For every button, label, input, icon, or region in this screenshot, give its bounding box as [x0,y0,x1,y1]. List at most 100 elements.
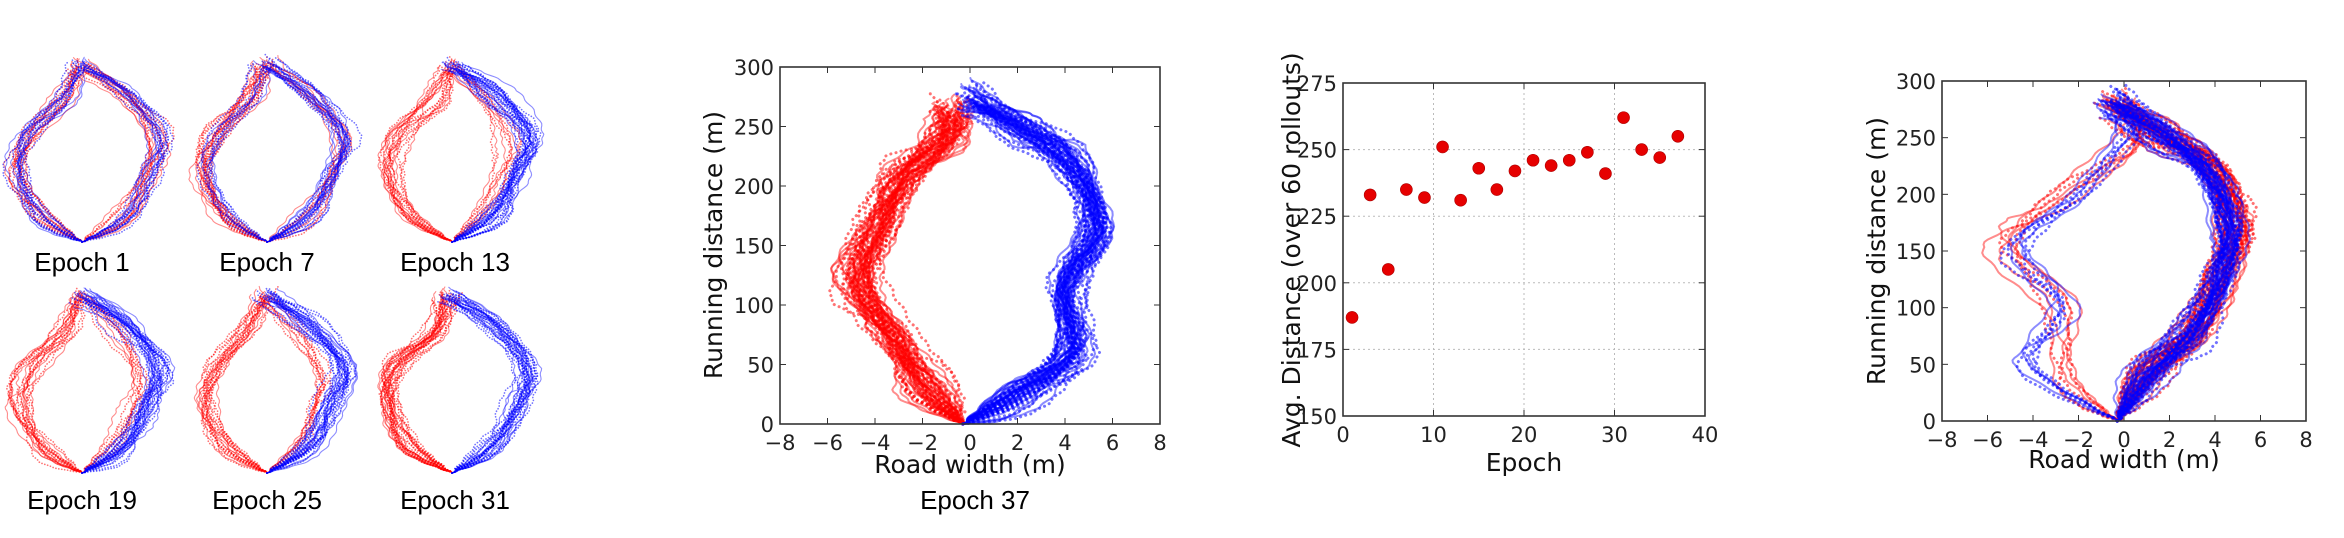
trajectory-line [2110,106,2237,422]
trajectory-line [256,289,343,474]
trajectory-line [382,293,453,474]
scatter-point [1381,263,1395,276]
trajectory-line [2022,100,2132,423]
y-tick-label: 0 [761,413,774,437]
trajectory-line [256,293,338,474]
trajectory-line [266,295,344,474]
caption-epoch-7: Epoch 7 [219,247,314,277]
trajectory-line [205,64,274,243]
caption-epoch-25: Epoch 25 [212,485,322,515]
trajectory-line [386,297,453,474]
trajectory-line [81,61,163,243]
x-tick-label: 4 [2208,428,2221,452]
trajectory-line [7,65,83,243]
trajectory-line [81,287,155,474]
trajectory-line [266,291,341,474]
trajectory-line [265,67,345,243]
trajectory-line [382,65,461,243]
trajectory-line [862,120,974,425]
scatter-point [1436,140,1449,154]
trajectory-line [72,290,164,474]
x-tick-label: 6 [2254,428,2267,452]
trajectory-line [15,296,84,474]
trajectory-line [81,302,161,474]
trajectory-line [261,303,324,474]
y-tick-label: 150 [1896,240,1936,264]
trajectory-line [381,65,453,243]
trajectory-line [447,70,540,243]
x-tick-label: 2 [2163,428,2176,452]
trajectory-line [394,302,454,474]
y-tick-label: 100 [734,294,774,318]
trajectory-line [81,298,171,474]
trajectory-line [443,67,500,243]
trajectory-line [386,69,453,243]
trajectory-line [451,67,522,243]
trajectory-line [386,63,455,243]
trajectory-line [2113,103,2235,422]
scatter-point [1345,311,1359,324]
trajectory-line [827,114,966,426]
trajectory-line [861,111,966,425]
trajectory-line [72,62,170,243]
trajectory-line [441,69,514,243]
trajectory-line [19,62,83,243]
y-tick-label: 100 [1896,297,1936,321]
trajectory-line [81,69,157,243]
trajectory-line [264,298,345,474]
trajectory-line [8,286,84,474]
trajectory-line [394,60,453,243]
trajectory-line [444,64,524,243]
trajectory-line [451,60,539,243]
trajectory-line [265,64,353,243]
trajectory-line [390,294,453,474]
trajectory-line [204,294,274,474]
trajectory-line [451,61,532,243]
trajectory-line [1,62,83,243]
x-tick-label: 6 [1106,431,1119,455]
trajectory-line [260,64,342,243]
trajectory-line [77,293,161,474]
trajectory-line [25,296,85,474]
trajectory-line [201,65,268,243]
trajectory-line [377,67,453,243]
trajectory-line [266,288,357,474]
trajectory-line [383,68,454,243]
x-tick-label: 2 [1011,431,1024,455]
x-tick-label: −6 [1972,428,2003,452]
trajectory-line [387,64,453,243]
caption-epoch-19: Epoch 19 [27,485,137,515]
trajectory-line [204,285,279,474]
trajectory-line [961,104,1106,425]
trajectory-line [445,293,517,474]
x-tick-label: −2 [907,431,938,455]
trajectory-line [266,294,319,474]
trajectory-line [73,306,148,474]
trajectory-line [81,295,159,474]
trajectory-line [960,83,1090,425]
trajectory-line [451,60,528,243]
trajectory-line [2114,89,2243,423]
trajectory-line [442,61,527,243]
scatter-point [1581,145,1594,159]
trajectory-line [70,296,170,474]
trajectory-line [2107,82,2239,423]
trajectory-line [4,66,84,243]
trajectory-line [851,103,966,425]
trajectory-line [2018,101,2119,422]
trajectory-line [81,67,164,243]
trajectory-line [961,113,1109,426]
trajectory-line [451,71,533,243]
epoch-thumbnails: Epoch 1 Epoch 7 Epoch 13 Epoch 19 Epoch … [1,52,545,515]
trajectory-line [13,300,83,474]
x-tick-label: −4 [2018,428,2049,452]
trajectory-line [377,63,453,243]
trajectory-line [266,288,350,474]
scatter-point [1472,161,1486,175]
trajectory-line [383,297,453,474]
trajectory-line [21,68,83,243]
y-tick-label: 200 [1297,272,1337,296]
trajectory-line [81,58,172,243]
x-tick-label: 20 [1511,423,1538,447]
